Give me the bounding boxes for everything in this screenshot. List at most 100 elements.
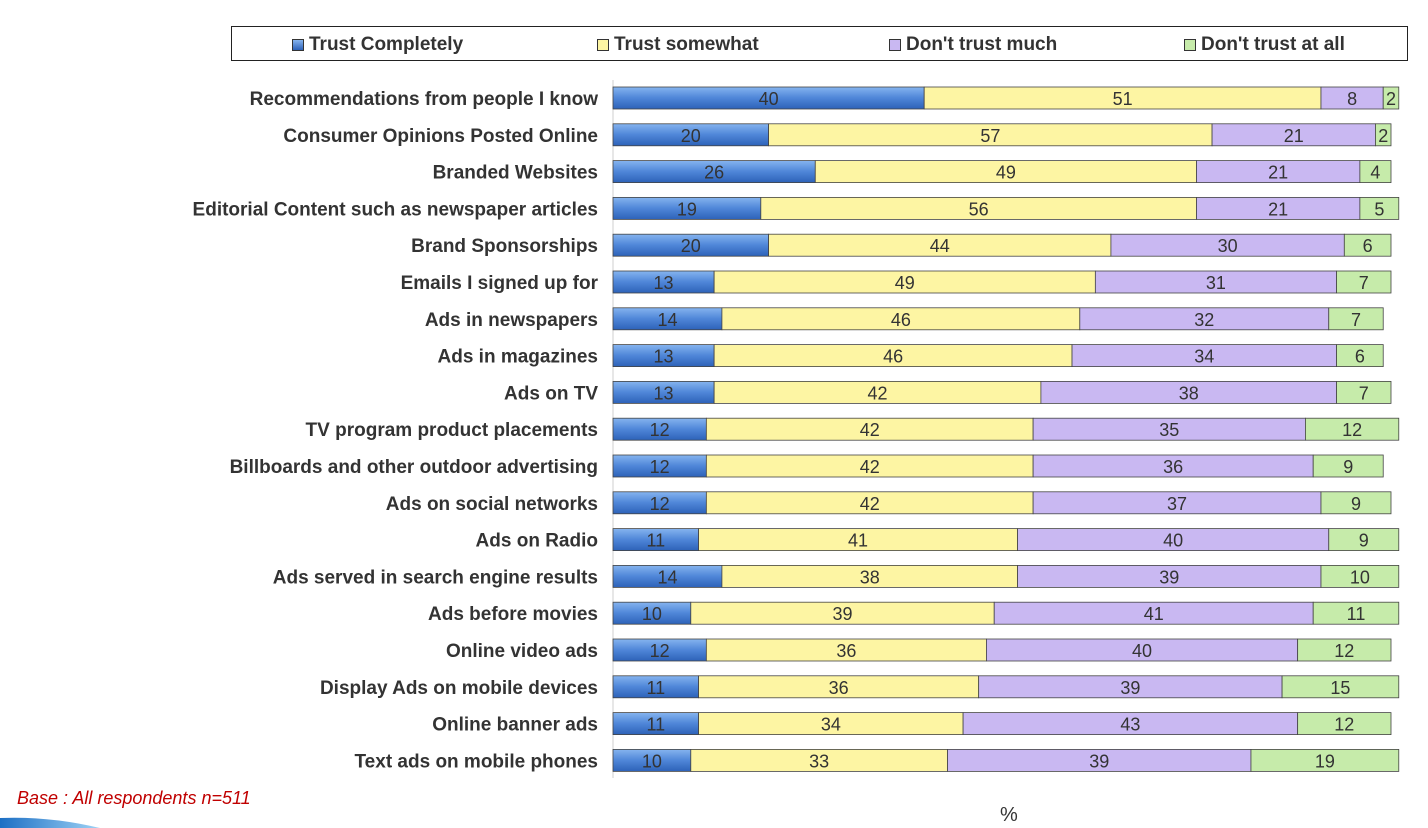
data-label: 39 <box>1120 678 1140 698</box>
data-label: 14 <box>657 310 677 330</box>
category-label: Ads served in search engine results <box>273 567 598 588</box>
data-label: 10 <box>642 751 662 771</box>
data-label: 11 <box>646 715 665 735</box>
data-label: 7 <box>1359 273 1369 293</box>
data-label: 11 <box>1347 604 1366 624</box>
category-label: Branded Websites <box>433 163 598 184</box>
data-label: 49 <box>996 163 1016 183</box>
data-label: 12 <box>650 420 670 440</box>
category-label: TV program product placements <box>306 420 598 441</box>
data-label: 41 <box>848 531 868 551</box>
category-label: Ads on Radio <box>476 531 598 552</box>
category-label: Editorial Content such as newspaper arti… <box>193 199 598 220</box>
data-label: 30 <box>1218 236 1238 256</box>
category-label: Ads on social networks <box>386 494 598 515</box>
data-label: 20 <box>681 126 701 146</box>
legend-label: Trust Completely <box>309 33 464 55</box>
data-label: 39 <box>1089 751 1109 771</box>
category-label: Online video ads <box>446 641 598 662</box>
data-label: 11 <box>646 678 665 698</box>
data-label: 19 <box>677 199 697 219</box>
data-label: 12 <box>1342 420 1362 440</box>
legend-item: Don't trust much <box>889 27 1057 62</box>
x-axis-label: % <box>1000 804 1018 826</box>
corner-accent-shape <box>0 817 100 828</box>
data-label: 10 <box>1350 567 1370 587</box>
data-label: 2 <box>1378 126 1388 146</box>
category-label: Ads in magazines <box>438 347 599 368</box>
data-label: 13 <box>654 273 674 293</box>
data-label: 8 <box>1347 89 1357 109</box>
data-label: 10 <box>642 604 662 624</box>
data-label: 46 <box>891 310 911 330</box>
data-label: 7 <box>1351 310 1361 330</box>
legend-item: Don't trust at all <box>1184 27 1345 62</box>
bar-segment <box>1336 380 1392 404</box>
legend-swatch <box>292 38 304 51</box>
data-label: 44 <box>930 236 950 256</box>
legend-item: Trust Completely <box>292 27 463 62</box>
bar-segment <box>1336 344 1384 368</box>
data-label: 42 <box>860 494 880 514</box>
data-label: 32 <box>1194 310 1214 330</box>
legend-swatch <box>1184 38 1196 51</box>
data-label: 12 <box>1334 641 1354 661</box>
bar-segment <box>1305 417 1400 441</box>
bar-segment <box>1281 675 1400 699</box>
legend: Trust Completely Trust somewhat Don't trus… <box>231 26 1408 61</box>
data-label: 37 <box>1167 494 1187 514</box>
category-label: Ads in newspapers <box>425 310 598 331</box>
data-label: 9 <box>1359 531 1369 551</box>
bar-segment <box>1320 565 1400 588</box>
data-label: 36 <box>836 641 856 661</box>
data-label: 42 <box>868 383 888 403</box>
data-label: 21 <box>1268 163 1288 183</box>
data-label: 38 <box>860 567 880 587</box>
legend-label: Trust somewhat <box>614 33 759 55</box>
data-label: 12 <box>650 641 670 661</box>
legend-label: Don't trust at all <box>1201 33 1345 55</box>
legend-swatch <box>889 38 901 51</box>
data-label: 57 <box>980 126 1000 146</box>
data-label: 12 <box>650 494 670 514</box>
bar-segment <box>1359 160 1392 184</box>
bar-segment <box>1312 454 1384 478</box>
data-label: 4 <box>1370 163 1380 183</box>
data-label: 31 <box>1206 273 1226 293</box>
data-label: 39 <box>1159 567 1179 587</box>
data-label: 6 <box>1363 236 1373 256</box>
bar-segment <box>1297 638 1392 662</box>
category-label: Text ads on mobile phones <box>354 751 598 772</box>
data-label: 49 <box>895 273 915 293</box>
bar-segment <box>1343 233 1392 257</box>
data-label: 38 <box>1179 383 1199 403</box>
category-label: Display Ads on mobile devices <box>320 678 598 699</box>
category-label: Billboards and other outdoor advertising <box>230 457 598 478</box>
bar-segment <box>1320 491 1392 515</box>
data-label: 35 <box>1159 420 1179 440</box>
legend-swatch <box>597 38 609 51</box>
bar-segment <box>1382 86 1400 110</box>
data-label: 34 <box>821 715 841 735</box>
data-label: 5 <box>1374 199 1384 219</box>
data-label: 13 <box>654 383 674 403</box>
bar-segment <box>1336 270 1392 294</box>
data-label: 51 <box>1113 89 1133 109</box>
data-label: 9 <box>1343 457 1353 477</box>
base-footnote: Base : All respondents n=511 <box>17 788 251 808</box>
data-label: 19 <box>1315 751 1335 771</box>
data-label: 36 <box>1163 457 1183 477</box>
category-label: Consumer Opinions Posted Online <box>283 126 598 147</box>
data-label: 46 <box>883 347 903 367</box>
data-label: 36 <box>829 678 849 698</box>
bar-segment <box>1312 601 1400 625</box>
bar-segment <box>1297 712 1392 735</box>
data-label: 21 <box>1268 199 1288 219</box>
bar-segment <box>1375 123 1392 147</box>
bar-segment <box>1328 528 1400 551</box>
data-label: 40 <box>1163 531 1183 551</box>
data-label: 2 <box>1386 89 1396 109</box>
category-label: Brand Sponsorships <box>411 236 598 257</box>
category-label: Ads on TV <box>504 383 598 404</box>
